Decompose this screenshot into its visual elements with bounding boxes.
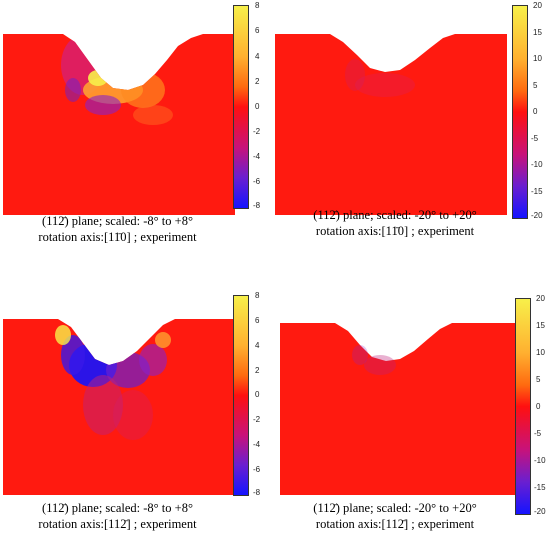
caption-line-2: rotation axis:[112̄] ; experiment: [315, 517, 475, 531]
colorbar-tick: -4: [253, 440, 261, 449]
colorbar-tick: -15: [534, 483, 546, 492]
colorbar-tick: 0: [536, 402, 541, 411]
colorbar-tick: -6: [253, 465, 261, 474]
colorbar-tick: 20: [536, 294, 545, 303]
colorbar-tick: 8: [255, 291, 260, 300]
colorbar-tick: 6: [255, 316, 260, 325]
colorbar-tick: -6: [253, 177, 261, 186]
caption-line-2: rotation axis:[112̄] ; experiment: [38, 517, 197, 531]
colorbar-tick: 0: [533, 107, 538, 116]
caption-line-1: (112̄) plane; scaled: -20° to +20°: [313, 208, 477, 222]
colorbar-tick: 4: [255, 52, 260, 61]
colorbar: [233, 295, 249, 496]
colorbar-tick: -20: [534, 507, 546, 516]
colorbar-tick: -8: [253, 201, 261, 210]
colorbar-tick: 6: [255, 26, 260, 35]
colorbar-tick: 0: [255, 102, 260, 111]
colorbar-tick: -2: [253, 127, 261, 136]
colorbar-tick: 15: [536, 321, 545, 330]
caption-line-2: rotation axis:[11̄0] ; experiment: [315, 224, 475, 238]
colorbar-tick: 10: [536, 348, 545, 357]
caption: (112̄) plane; scaled: -20° to +20° rotat…: [275, 207, 515, 239]
caption-line-1: (112̄) plane; scaled: -20° to +20°: [313, 501, 477, 515]
colorbar-tick: 0: [255, 390, 260, 399]
colorbar-tick: -2: [253, 415, 261, 424]
caption-line-1: (112̄) plane; scaled: -8° to +8°: [42, 214, 193, 228]
colorbar: [512, 5, 528, 219]
colorbar-tick: -5: [531, 134, 539, 143]
colorbar-tick: -20: [531, 211, 543, 220]
orientation-map: [3, 34, 235, 215]
colorbar-tick: -5: [534, 429, 542, 438]
caption-line-2: rotation axis:[11̄0] ; experiment: [38, 230, 197, 244]
orientation-map: [3, 319, 235, 495]
caption-line-1: (112̄) plane; scaled: -8° to +8°: [42, 501, 193, 515]
caption: (112̄) plane; scaled: -20° to +20° rotat…: [275, 500, 515, 532]
colorbar-tick: 8: [255, 1, 260, 10]
colorbar-tick: 20: [533, 1, 542, 10]
colorbar-tick: 15: [533, 28, 542, 37]
panel-bottom-left: 8 6 4 2 0 -2 -4 -6 -8 (112̄) plane; scal…: [0, 285, 275, 539]
caption: (112̄) plane; scaled: -8° to +8° rotatio…: [0, 500, 235, 532]
colorbar-tick: -15: [531, 187, 543, 196]
panel-top-right: 20 15 10 5 0 -5 -10 -15 -20 (112̄) plane…: [275, 0, 550, 270]
colorbar-tick: 2: [255, 77, 260, 86]
colorbar-tick: -10: [531, 160, 543, 169]
colorbar-tick: -4: [253, 152, 261, 161]
colorbar-tick: 5: [533, 81, 538, 90]
colorbar-tick: -10: [534, 456, 546, 465]
orientation-map: [275, 34, 507, 215]
orientation-map: [280, 323, 520, 495]
colorbar-tick: 4: [255, 341, 260, 350]
panel-top-left: 8 6 4 2 0 -2 -4 -6 -8 (112̄) plane; scal…: [0, 0, 275, 270]
colorbar-tick: -8: [253, 488, 261, 497]
panel-bottom-right: 20 15 10 5 0 -5 -10 -15 -20 (112̄) plane…: [275, 285, 550, 539]
colorbar: [515, 298, 531, 515]
colorbar: [233, 5, 249, 209]
caption: (112̄) plane; scaled: -8° to +8° rotatio…: [0, 213, 235, 245]
colorbar-tick: 10: [533, 54, 542, 63]
colorbar-tick: 5: [536, 375, 541, 384]
colorbar-tick: 2: [255, 366, 260, 375]
